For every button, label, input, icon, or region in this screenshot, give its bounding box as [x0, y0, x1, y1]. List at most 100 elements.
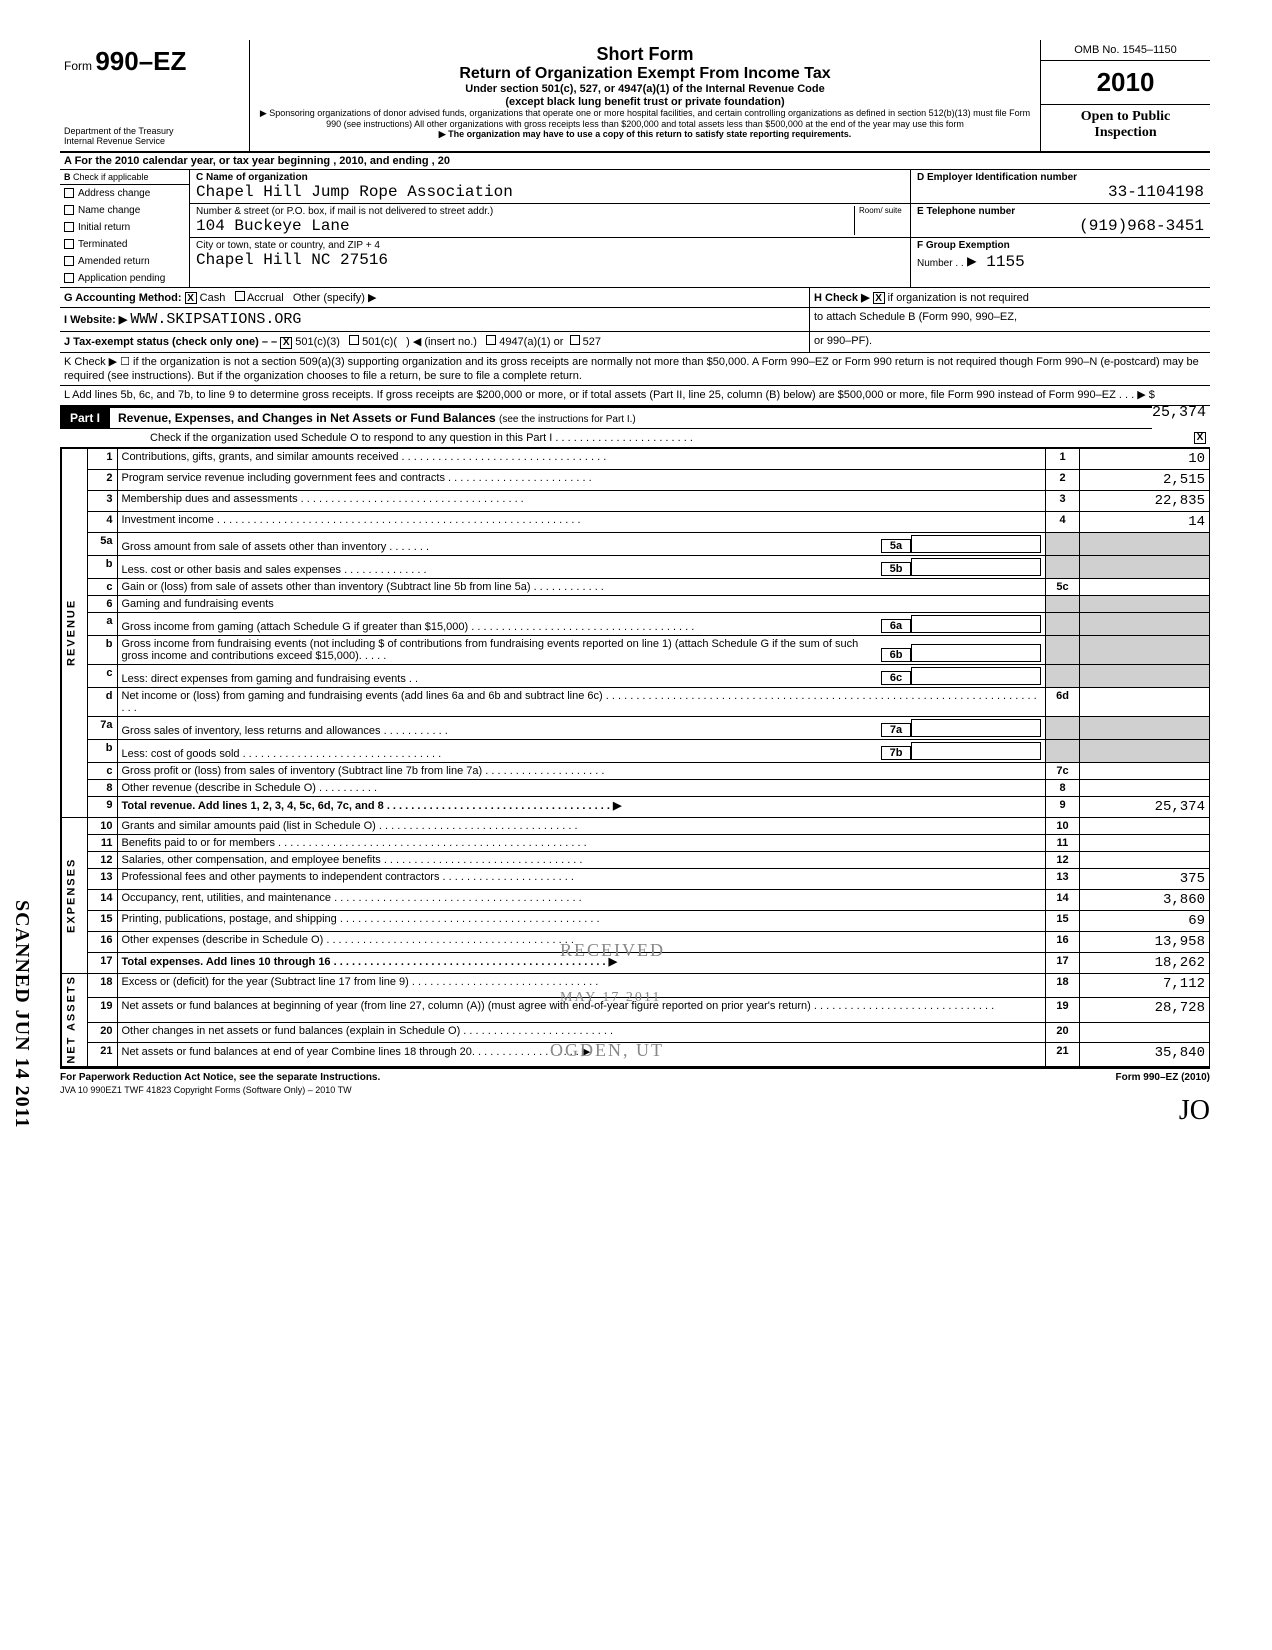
- amount-value: [1080, 762, 1210, 779]
- line-number: 7a: [87, 716, 117, 739]
- footer-mid: JVA 10 990EZ1 TWF 41823 Copyright Forms …: [60, 1083, 1210, 1095]
- city-label: City or town, state or country, and ZIP …: [196, 240, 904, 251]
- identity-block: B Check if applicable Address change Nam…: [60, 170, 1210, 288]
- line-l-text: L Add lines 5b, 6c, and 7b, to line 9 to…: [64, 389, 1155, 401]
- amount-value: 13,958: [1080, 931, 1210, 952]
- part1-table: REVENUE1Contributions, gifts, grants, an…: [60, 448, 1210, 1068]
- table-row: 13Professional fees and other payments t…: [61, 868, 1210, 889]
- table-row: 5aGross amount from sale of assets other…: [61, 532, 1210, 555]
- website-label: I Website: ▶: [64, 314, 127, 326]
- line-desc: Less: direct expenses from gaming and fu…: [117, 664, 1046, 687]
- line-number: c: [87, 762, 117, 779]
- line-desc: Membership dues and assessments . . . . …: [117, 490, 1046, 511]
- line-desc: Less. cost or other basis and sales expe…: [117, 555, 1046, 578]
- ein-label: D Employer Identification number: [917, 172, 1204, 183]
- addr-label: Number & street (or P.O. box, if mail is…: [196, 206, 854, 217]
- line-desc: Printing, publications, postage, and shi…: [117, 910, 1046, 931]
- table-row: cLess: direct expenses from gaming and f…: [61, 664, 1210, 687]
- box-number: 7c: [1046, 762, 1080, 779]
- group-number-label: Number . .: [917, 258, 964, 269]
- line-number: b: [87, 739, 117, 762]
- signature: JO: [60, 1095, 1210, 1127]
- line-desc: Net assets or fund balances at beginning…: [117, 998, 1046, 1023]
- footer-left: For Paperwork Reduction Act Notice, see …: [60, 1072, 380, 1083]
- group-exempt-label: F Group Exemption: [917, 240, 1204, 251]
- line-desc: Occupancy, rent, utilities, and maintena…: [117, 889, 1046, 910]
- table-row: aGross income from gaming (attach Schedu…: [61, 612, 1210, 635]
- line-number: 9: [87, 796, 117, 817]
- table-row: REVENUE1Contributions, gifts, grants, an…: [61, 448, 1210, 469]
- table-row: bLess: cost of goods sold . . . . . . . …: [61, 739, 1210, 762]
- box-shade: [1046, 635, 1080, 664]
- line-number: b: [87, 555, 117, 578]
- box-number: 10: [1046, 817, 1080, 834]
- amount-value: [1080, 851, 1210, 868]
- chk-501c3[interactable]: X: [280, 337, 292, 349]
- group-number-value: ▶ 1155: [967, 253, 1025, 271]
- line-desc: Net income or (loss) from gaming and fun…: [117, 687, 1046, 716]
- table-row: 20Other changes in net assets or fund ba…: [61, 1022, 1210, 1042]
- subtitle2: (except black lung benefit trust or priv…: [256, 96, 1034, 109]
- table-row: 2Program service revenue including gover…: [61, 469, 1210, 490]
- open-public2: Inspection: [1045, 125, 1206, 141]
- line-i: I Website: ▶ WWW.SKIPSATIONS.ORG: [60, 308, 810, 331]
- part1-check-line: Check if the organization used Schedule …: [60, 429, 1210, 448]
- box-shade: [1046, 716, 1080, 739]
- line-desc: Professional fees and other payments to …: [117, 868, 1046, 889]
- form-footer: For Paperwork Reduction Act Notice, see …: [60, 1067, 1210, 1083]
- part1-tab: Part I: [60, 408, 110, 428]
- chk-cash[interactable]: X: [185, 292, 197, 304]
- box-shade: [1046, 664, 1080, 687]
- chk-terminated[interactable]: Terminated: [60, 236, 189, 253]
- website-value: WWW.SKIPSATIONS.ORG: [130, 311, 301, 328]
- chk-501c[interactable]: [349, 335, 359, 345]
- form-990ez: Form 990–EZ Department of the Treasury I…: [60, 40, 1210, 1127]
- amt-shade: [1080, 716, 1210, 739]
- table-row: 3Membership dues and assessments . . . .…: [61, 490, 1210, 511]
- line-k: K Check ▶ ☐ if the organization is not a…: [60, 353, 1210, 387]
- line-desc: Excess or (deficit) for the year (Subtra…: [117, 973, 1046, 998]
- chk-4947[interactable]: [486, 335, 496, 345]
- box-shade: [1046, 739, 1080, 762]
- box-number: 1: [1046, 448, 1080, 469]
- amount-value: 69: [1080, 910, 1210, 931]
- box-number: 21: [1046, 1042, 1080, 1067]
- line-h2: to attach Schedule B (Form 990, 990–EZ,: [810, 308, 1210, 331]
- amount-value: 28,728: [1080, 998, 1210, 1023]
- form-header: Form 990–EZ Department of the Treasury I…: [60, 40, 1210, 153]
- chk-527[interactable]: [570, 335, 580, 345]
- line-number: 18: [87, 973, 117, 998]
- chk-name-change[interactable]: Name change: [60, 202, 189, 219]
- line-desc: Total revenue. Add lines 1, 2, 3, 4, 5c,…: [117, 796, 1046, 817]
- amount-value: 10: [1080, 448, 1210, 469]
- side-expenses: EXPENSES: [61, 817, 87, 973]
- line-number: c: [87, 578, 117, 595]
- line-h: H Check ▶ X if organization is not requi…: [810, 288, 1210, 308]
- amt-shade: [1080, 532, 1210, 555]
- tax-year: 2010: [1041, 61, 1210, 105]
- chk-h[interactable]: X: [873, 292, 885, 304]
- line-number: c: [87, 664, 117, 687]
- part1-title: Revenue, Expenses, and Changes in Net As…: [118, 411, 496, 425]
- line-desc: Program service revenue including govern…: [117, 469, 1046, 490]
- chk-app-pending[interactable]: Application pending: [60, 270, 189, 287]
- chk-address-change[interactable]: Address change: [60, 185, 189, 202]
- table-row: 17Total expenses. Add lines 10 through 1…: [61, 952, 1210, 973]
- omb-number: OMB No. 1545–1150: [1041, 40, 1210, 61]
- line-number: 5a: [87, 532, 117, 555]
- side-revenue: REVENUE: [61, 448, 87, 817]
- col-b-hdr: Check if applicable: [73, 172, 149, 182]
- chk-schedule-o[interactable]: X: [1194, 432, 1206, 444]
- chk-accrual[interactable]: [235, 291, 245, 301]
- chk-initial-return[interactable]: Initial return: [60, 219, 189, 236]
- col-b-letter: B: [64, 172, 71, 182]
- scanned-stamp: SCANNED JUN 14 2011: [10, 900, 33, 1128]
- amount-value: [1080, 779, 1210, 796]
- line-desc: Benefits paid to or for members . . . . …: [117, 834, 1046, 851]
- table-row: 7aGross sales of inventory, less returns…: [61, 716, 1210, 739]
- phone-value: (919)968-3451: [917, 217, 1204, 235]
- table-row: EXPENSES10Grants and similar amounts pai…: [61, 817, 1210, 834]
- amt-shade: [1080, 739, 1210, 762]
- chk-amended[interactable]: Amended return: [60, 253, 189, 270]
- box-number: 9: [1046, 796, 1080, 817]
